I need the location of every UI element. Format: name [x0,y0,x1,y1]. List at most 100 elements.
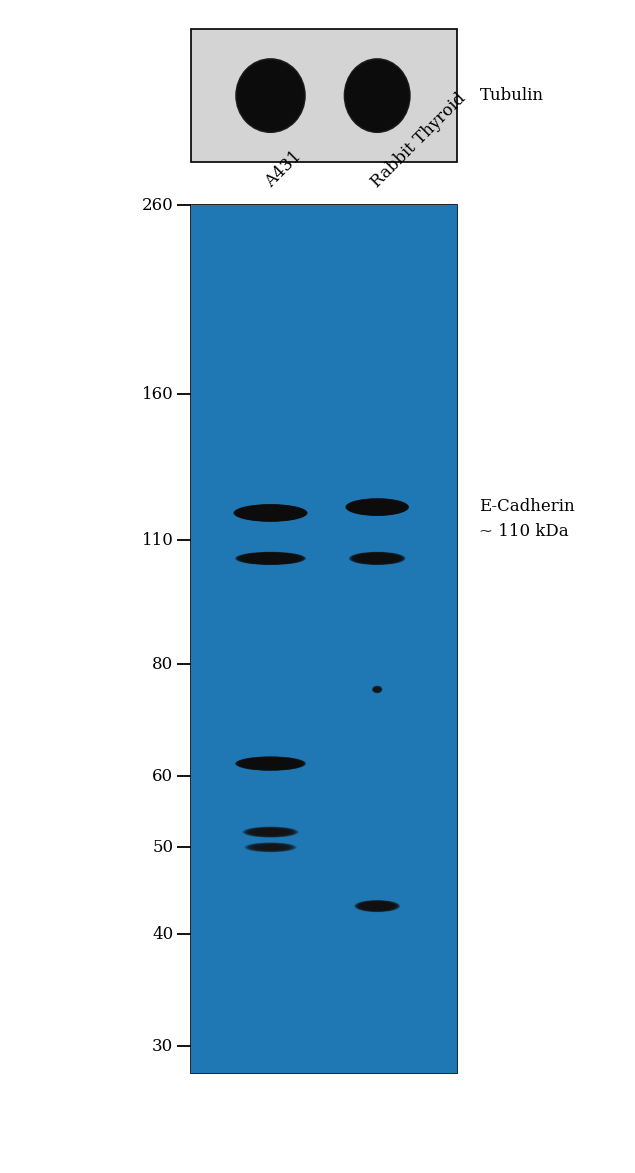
Bar [190,29,457,162]
Ellipse shape [235,757,306,771]
Ellipse shape [370,904,385,908]
Ellipse shape [238,506,303,521]
Ellipse shape [364,82,390,109]
Ellipse shape [253,829,288,835]
Ellipse shape [354,69,401,122]
Ellipse shape [371,557,384,560]
Ellipse shape [251,843,290,850]
Ellipse shape [247,759,294,768]
Ellipse shape [357,901,398,911]
Ellipse shape [251,843,290,850]
Ellipse shape [363,81,391,110]
Ellipse shape [261,557,280,560]
Ellipse shape [375,689,379,691]
Text: Rabbit Thyroid: Rabbit Thyroid [368,90,469,191]
Ellipse shape [353,552,401,564]
Ellipse shape [375,687,380,691]
Ellipse shape [244,842,297,853]
Ellipse shape [242,507,299,520]
Ellipse shape [264,511,277,514]
Ellipse shape [370,506,385,509]
Ellipse shape [261,88,280,103]
Ellipse shape [350,552,404,564]
Ellipse shape [370,506,385,509]
Ellipse shape [369,557,385,560]
Ellipse shape [346,61,408,130]
Ellipse shape [252,509,289,517]
Ellipse shape [371,506,384,509]
Ellipse shape [260,846,281,849]
Ellipse shape [241,552,300,564]
Ellipse shape [366,903,389,909]
Ellipse shape [373,687,381,692]
Ellipse shape [259,830,282,834]
Text: 40: 40 [152,925,173,943]
Ellipse shape [345,499,409,516]
Ellipse shape [243,758,298,769]
Ellipse shape [262,88,279,103]
Ellipse shape [263,89,278,102]
Ellipse shape [374,687,380,692]
Ellipse shape [251,76,290,115]
Ellipse shape [253,509,288,517]
Ellipse shape [258,761,283,766]
Ellipse shape [250,75,291,116]
Ellipse shape [355,72,399,120]
Ellipse shape [362,80,392,111]
Ellipse shape [245,759,296,768]
Ellipse shape [373,686,381,692]
Ellipse shape [241,506,300,520]
Ellipse shape [257,829,284,835]
Ellipse shape [361,902,394,910]
Ellipse shape [251,555,290,562]
Text: 160: 160 [142,386,173,402]
Ellipse shape [361,503,394,511]
Ellipse shape [360,555,394,562]
Ellipse shape [260,830,281,834]
Ellipse shape [260,761,281,766]
Ellipse shape [364,903,391,909]
Ellipse shape [260,511,281,515]
Ellipse shape [371,506,384,508]
Ellipse shape [257,556,284,561]
Ellipse shape [253,79,288,113]
Ellipse shape [367,903,387,909]
Ellipse shape [243,67,298,124]
Ellipse shape [360,502,394,511]
Ellipse shape [251,760,290,767]
Ellipse shape [263,830,278,833]
Ellipse shape [361,555,393,562]
Ellipse shape [246,759,295,768]
Ellipse shape [366,84,388,107]
Ellipse shape [347,499,407,515]
Ellipse shape [358,75,396,116]
Ellipse shape [365,83,389,108]
Ellipse shape [251,843,290,850]
Ellipse shape [253,760,288,767]
Ellipse shape [357,74,398,117]
Ellipse shape [356,501,399,513]
Ellipse shape [359,76,395,115]
Ellipse shape [253,829,288,835]
Ellipse shape [360,77,394,114]
Ellipse shape [255,845,286,850]
Ellipse shape [248,508,293,518]
Ellipse shape [263,89,278,102]
Ellipse shape [360,902,394,910]
Ellipse shape [361,503,393,511]
Ellipse shape [362,503,392,511]
Ellipse shape [363,555,391,562]
Ellipse shape [258,846,283,849]
Ellipse shape [249,74,292,117]
Ellipse shape [259,557,282,561]
Ellipse shape [367,86,387,106]
Ellipse shape [251,828,290,836]
Ellipse shape [373,686,381,692]
Ellipse shape [258,846,283,849]
Ellipse shape [255,556,286,561]
Ellipse shape [254,845,287,850]
Ellipse shape [256,510,285,516]
Ellipse shape [355,554,399,563]
Ellipse shape [247,827,294,836]
Ellipse shape [244,507,297,518]
